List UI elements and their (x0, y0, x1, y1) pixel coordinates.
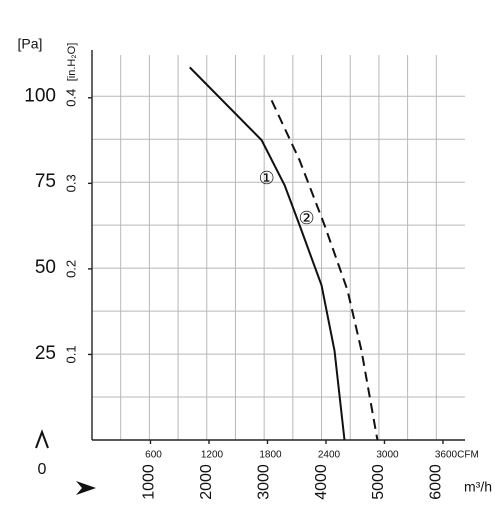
curve-label: ① (259, 168, 275, 188)
y-tick-label: 50 (35, 257, 56, 278)
x-tick-label: 4000 (313, 464, 330, 500)
x2-tick-label: 3000 (376, 450, 399, 461)
x2-unit-label: CFM (457, 450, 479, 461)
curve (270, 99, 379, 441)
x2-tick-label: 2400 (318, 450, 341, 461)
x2-tick-label: 1800 (259, 450, 282, 461)
y-tick-label: 25 (35, 343, 56, 364)
y-tick-label: 100 (24, 85, 56, 106)
x2-tick-label: 1200 (201, 450, 224, 461)
y2-tick-label: 0.4 (63, 89, 78, 107)
y2-tick-label: 0.2 (63, 260, 78, 278)
curve (189, 66, 346, 441)
curve-label: ② (298, 208, 314, 228)
y-tick-label: 75 (35, 171, 56, 192)
x-tick-label: 5000 (370, 464, 387, 500)
origin-label: 0 (38, 461, 47, 478)
up-arrow (35, 429, 49, 449)
y2-tick-label: 0.3 (63, 174, 78, 192)
right-arrow (76, 481, 96, 495)
x-tick-label: 6000 (428, 464, 445, 500)
x-unit-label: m³/h (464, 479, 492, 495)
x2-tick-label: 3600 (435, 450, 458, 461)
x-tick-label: 3000 (255, 464, 272, 500)
y-unit-label: [Pa] (18, 36, 43, 52)
x-tick-label: 1000 (141, 464, 158, 500)
y2-unit-label: [in.H₂O] (66, 43, 78, 82)
x-tick-label: 2000 (198, 464, 215, 500)
x2-tick-label: 600 (145, 450, 162, 461)
y2-tick-label: 0.1 (63, 345, 78, 363)
